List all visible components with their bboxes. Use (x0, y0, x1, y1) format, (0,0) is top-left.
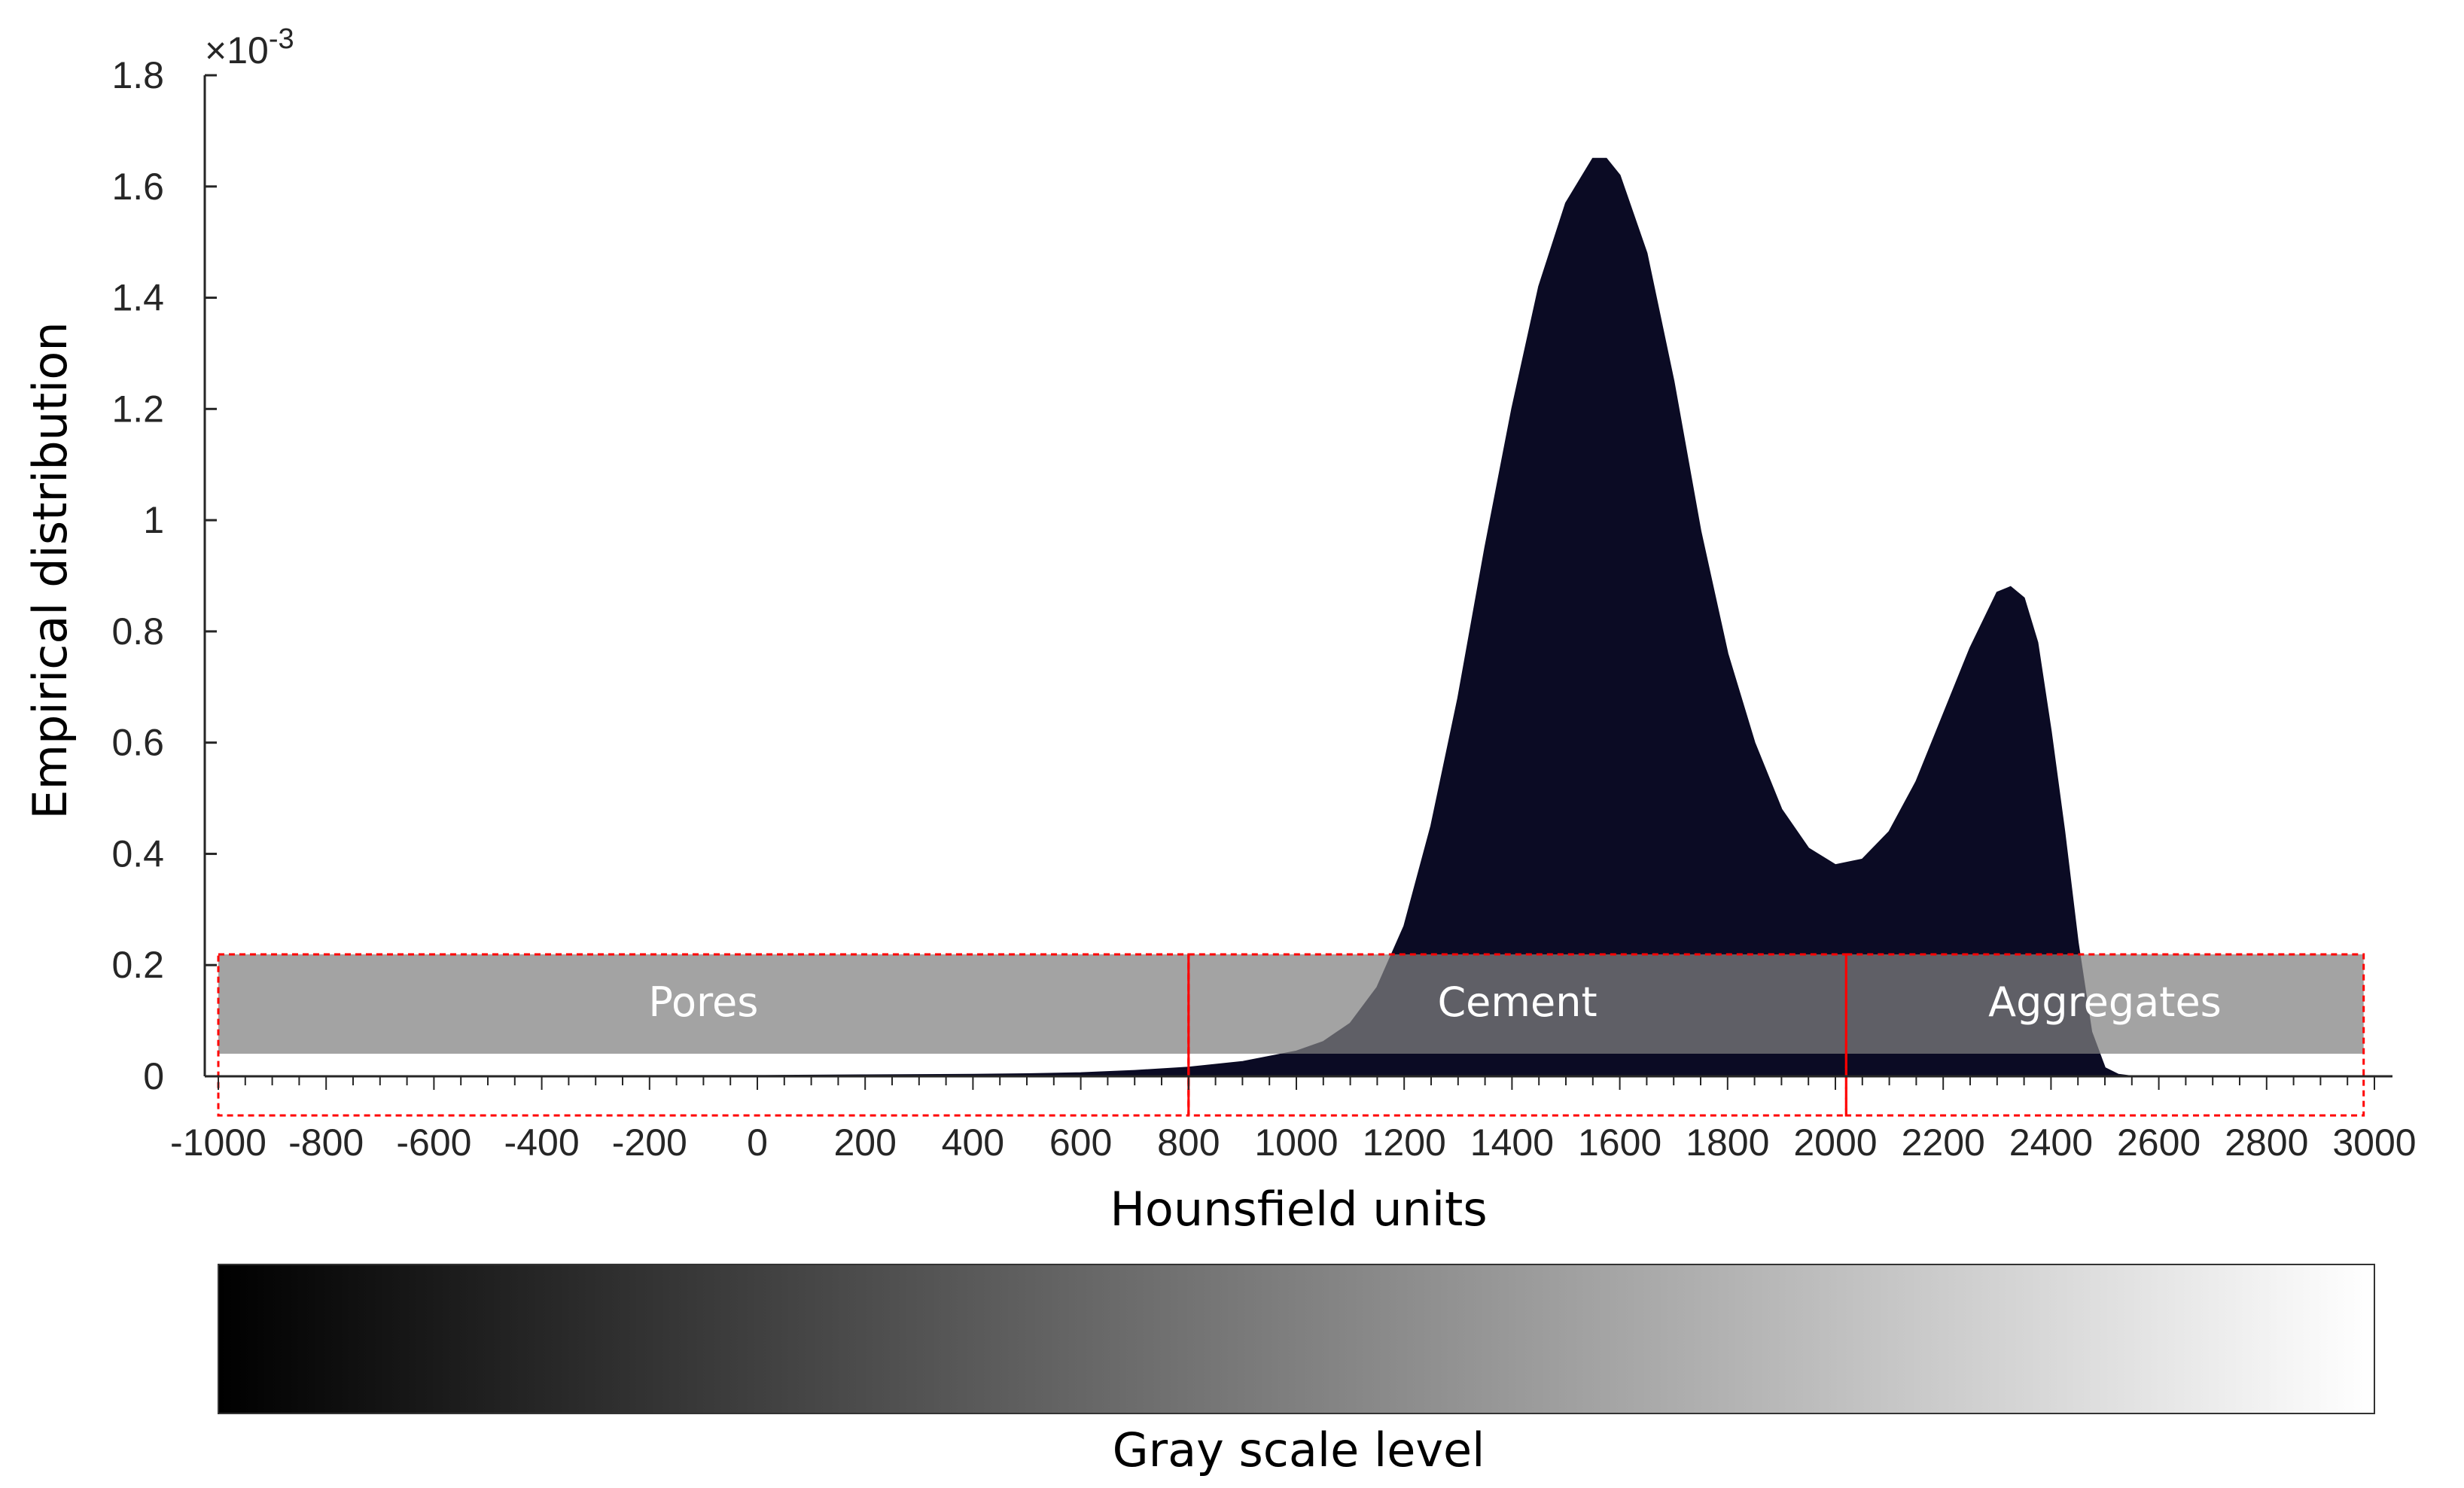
y-exponent-label: ×10-3 (205, 23, 294, 72)
x-tick-label: -400 (504, 1121, 580, 1164)
x-tick-label: -800 (288, 1121, 364, 1164)
region-border-pores (217, 953, 1190, 1117)
x-tick-label: 1000 (1254, 1121, 1338, 1164)
x-tick-label: 2200 (1902, 1121, 1985, 1164)
y-ticks-layer: 0 0.2 0.4 0.6 0.8 1 1.2 1.4 1.6 1.8 (111, 54, 217, 1097)
x-tick-label: 200 (833, 1121, 896, 1164)
x-tick-label: 1800 (1686, 1121, 1769, 1164)
x-tick-label: 600 (1049, 1121, 1112, 1164)
x-ticks-layer: -1000 -800 -600 -400 -200 0 200 400 600 800 1000 12… (170, 1076, 2417, 1164)
x-tick-label: 1600 (1578, 1121, 1661, 1164)
region-label-aggregates: Aggregates (1988, 978, 2222, 1026)
y-tick-label: 0 (143, 1055, 164, 1097)
x-tick-label: 3000 (2332, 1121, 2416, 1164)
x-tick-label: 800 (1157, 1121, 1220, 1164)
distribution-area-0 (218, 157, 2132, 1077)
y-tick-label: 0.8 (111, 610, 164, 653)
y-exponent-base: ×10 (205, 29, 269, 72)
y-tick-label: 1.2 (111, 388, 164, 430)
x-tick-label: -1000 (170, 1121, 267, 1164)
y-tick-label: 1.6 (111, 166, 164, 208)
x-tick-label: 1200 (1363, 1121, 1446, 1164)
x-tick-label: 2800 (2225, 1121, 2308, 1164)
x-tick-label: 0 (747, 1121, 768, 1164)
y-tick-label: 0.2 (111, 944, 164, 986)
x-tick-label: -200 (612, 1121, 687, 1164)
y-exponent-power: -3 (269, 23, 294, 55)
x-tick-label: -600 (396, 1121, 471, 1164)
material-regions-layer: Pores Cement Aggregates (217, 953, 2365, 1117)
x-axis-title: Hounsfield units (1110, 1182, 1487, 1237)
y-tick-label: 1.8 (111, 54, 164, 96)
y-tick-label: 1 (143, 499, 164, 541)
x-tick-label: 2400 (2009, 1121, 2093, 1164)
region-label-cement: Cement (1437, 978, 1597, 1026)
gray-scale-colorbar (218, 1264, 2375, 1414)
y-tick-label: 0.4 (111, 832, 164, 875)
colorbar-label: Gray scale level (1113, 1423, 1485, 1477)
region-band-pores (218, 954, 1189, 1054)
region-label-pores: Pores (648, 978, 758, 1026)
y-axis-title: Empirical distribution (23, 321, 78, 819)
region-band-aggregates (1846, 954, 2364, 1054)
x-tick-label: 400 (942, 1121, 1004, 1164)
distribution-series-layer (218, 157, 2132, 1077)
x-tick-label: 1400 (1470, 1121, 1554, 1164)
region-band-cement (1188, 954, 1847, 1054)
y-tick-label: 0.6 (111, 722, 164, 764)
x-tick-label: 2000 (1793, 1121, 1877, 1164)
y-tick-label: 1.4 (111, 277, 164, 319)
x-tick-label: 2600 (2117, 1121, 2201, 1164)
